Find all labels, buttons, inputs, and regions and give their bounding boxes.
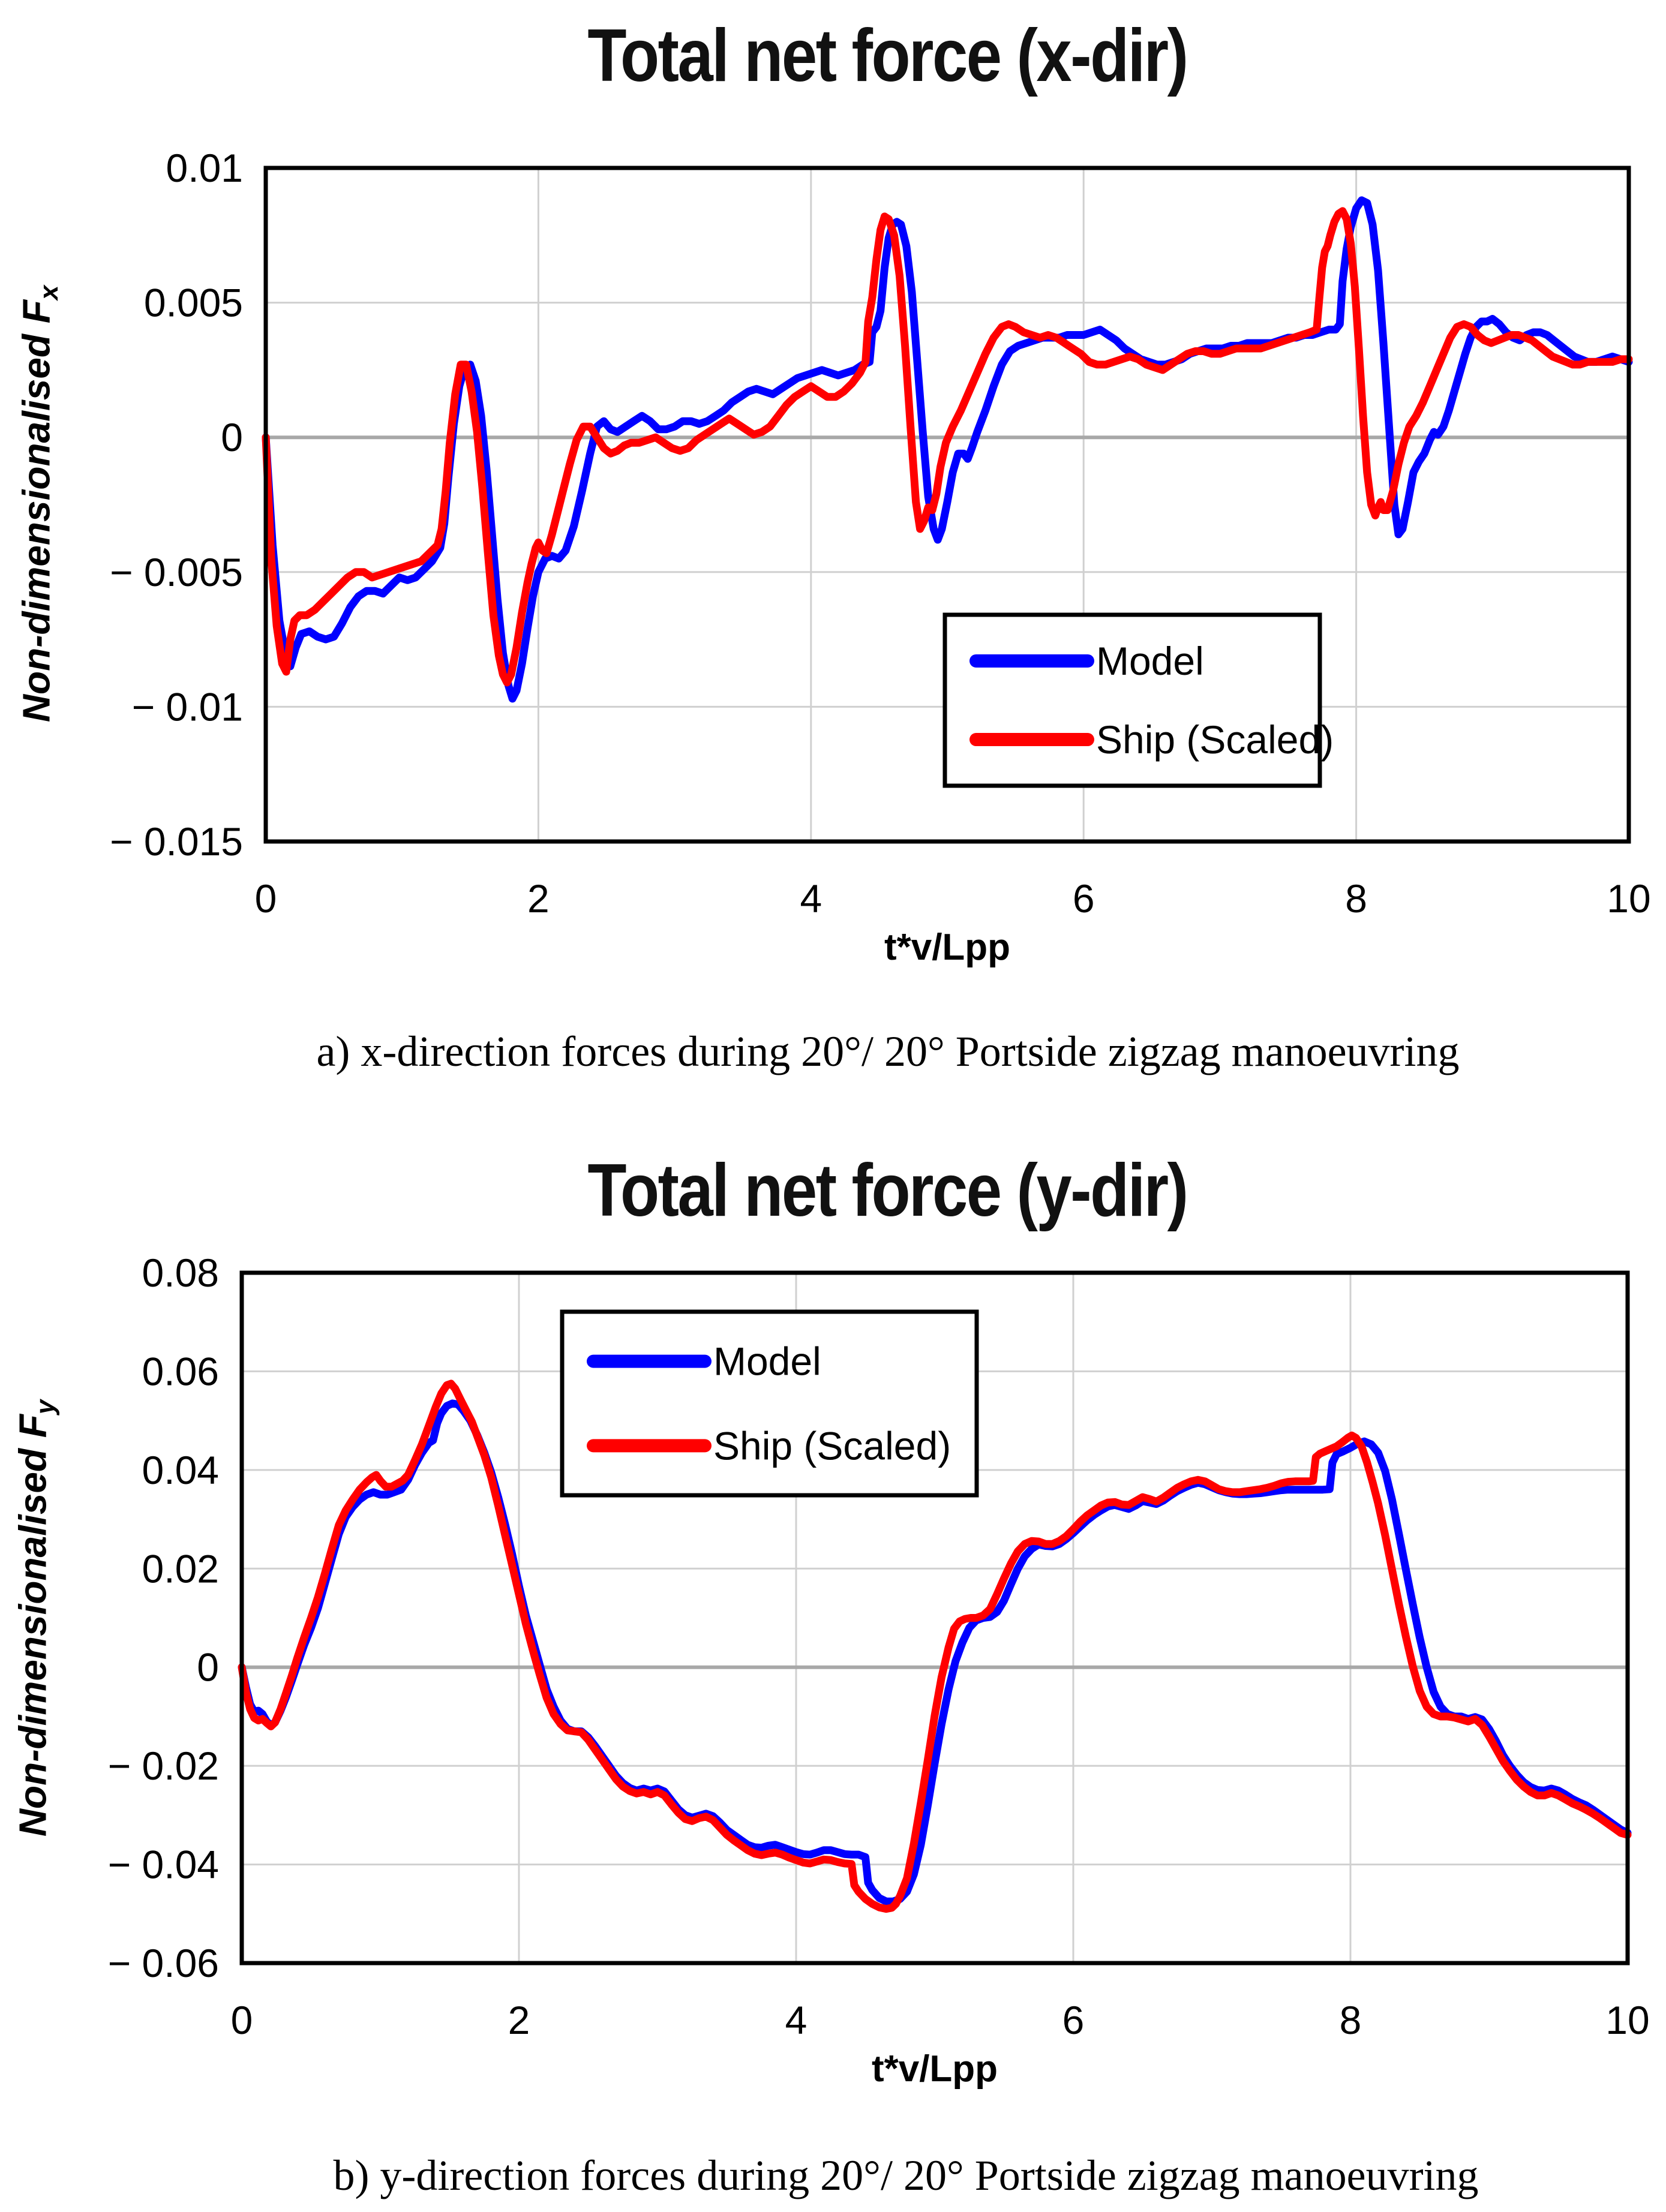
chart1-y-axis-title-text: Non-dimensionalised Fx [14, 285, 64, 723]
x-tick-label: 4 [785, 1998, 808, 2042]
x-tick-label: 8 [1340, 1998, 1362, 2042]
x-tick-label: 4 [800, 876, 822, 921]
chart1-y-axis-title: Non-dimensionalised Fx [4, 249, 74, 759]
y-tick-label: 0.02 [142, 1546, 219, 1591]
chart2-y-axis-title-sub: y [30, 1399, 60, 1414]
y-tick-label: 0.01 [166, 146, 243, 190]
y-tick-label: − 0.06 [108, 1941, 219, 1985]
chart2-y-axis-title-text: Non-dimensionalised Fy [10, 1399, 61, 1837]
chart1-title: Total net force (x-dir) [107, 13, 1666, 98]
chart2-x-axis-title: t*v/Lpp [871, 2048, 998, 2090]
model-series-line-chart2 [238, 1399, 1632, 1906]
y-tick-label: 0 [197, 1645, 219, 1690]
ship-scaled-series-line-chart2 [238, 1380, 1632, 1913]
y-tick-label: 0.08 [142, 1251, 219, 1295]
chart2-caption: b) y-direction forces during 20°/ 20° Po… [333, 2151, 1479, 2199]
model-series-line-chart1 [262, 196, 1633, 703]
x-tick-label: 0 [231, 1998, 253, 2042]
y-tick-label: 0 [221, 415, 243, 459]
y-tick-label: − 0.02 [108, 1744, 219, 1788]
plot-border [263, 166, 1631, 844]
legend-box [560, 1309, 979, 1498]
x-tick-label: 6 [1073, 876, 1095, 921]
chart-2-plot: 0 2 4 6 8 10 0.08 0.06 0.04 0.02 0 − 0.02 − 0.04 − 0.… [108, 1251, 1650, 2042]
y-tick-label: 0.06 [142, 1349, 219, 1393]
chart2-y-axis-title-main: Non-dimensionalised F [11, 1414, 55, 1837]
x-tick-label: 0 [255, 876, 277, 921]
x-tick-label: 2 [527, 876, 550, 921]
x-tick-label: 10 [1607, 876, 1650, 921]
x-tick-label: 6 [1062, 1998, 1085, 2042]
legend-label-ship-scaled: Ship (Scaled) [1096, 717, 1334, 762]
legend-chart2: Model Ship (Scaled) [560, 1309, 979, 1498]
chart1-caption: a) x-direction forces during 20°/ 20° Po… [316, 1027, 1460, 1075]
y-tick-label: 0.005 [144, 281, 243, 325]
y-tick-label: 0.04 [142, 1448, 219, 1492]
chart1-title-text: Total net force (x-dir) [587, 14, 1188, 97]
x-tick-label: 10 [1605, 1998, 1649, 2042]
legend-label-model: Model [1096, 639, 1204, 683]
chart1-x-axis-title: t*v/Lpp [884, 927, 1011, 968]
x-tick-label: 8 [1345, 876, 1367, 921]
chart-1-plot: 0 2 4 6 8 10 0.01 0.005 0 − 0.005 − 0.01 − 0.015 Mod… [110, 146, 1651, 921]
y-tick-label: − 0.01 [132, 684, 243, 729]
ship-scaled-series-line-chart1 [262, 207, 1633, 687]
chart2-title-text: Total net force (y-dir) [587, 1149, 1188, 1232]
chart2-y-axis-title: Non-dimensionalised Fy [0, 1347, 71, 1889]
y-tick-label: − 0.04 [108, 1843, 219, 1887]
x-tick-label: 2 [508, 1998, 530, 2042]
plot-border [239, 1270, 1630, 1965]
legend-label-model: Model [713, 1339, 821, 1384]
legend-box [942, 612, 1322, 788]
chart1-y-axis-title-sub: x [34, 285, 64, 300]
legend-chart1: Model Ship (Scaled) [942, 612, 1334, 788]
y-tick-label: − 0.015 [110, 819, 243, 864]
legend-label-ship-scaled: Ship (Scaled) [713, 1423, 951, 1468]
chart1-y-axis-title-main: Non-dimensionalised F [14, 300, 58, 723]
chart2-title: Total net force (y-dir) [107, 1148, 1666, 1233]
y-tick-label: − 0.005 [110, 550, 243, 594]
